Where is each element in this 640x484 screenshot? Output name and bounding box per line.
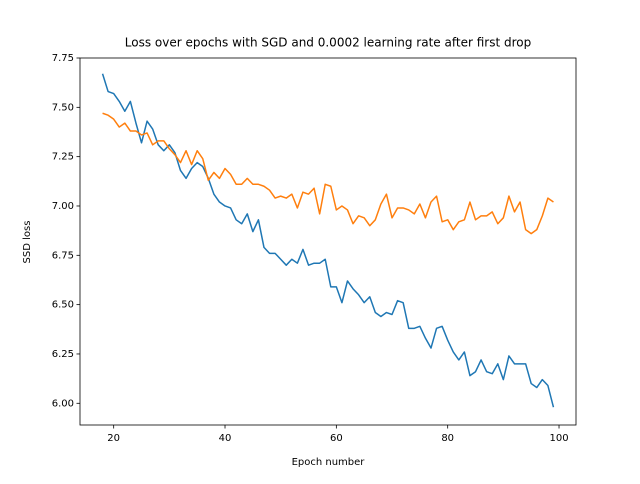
y-tick-label: 7.25 (52, 152, 74, 163)
plot-frame (79, 57, 577, 426)
line-series (102, 112, 554, 235)
chart-title: Loss over epochs with SGD and 0.0002 lea… (125, 36, 531, 50)
y-tick-label: 6.00 (52, 398, 74, 409)
y-axis-label: SSD loss (22, 221, 33, 264)
y-tick-label: 7.00 (52, 201, 74, 212)
y-tick-label: 6.50 (52, 300, 74, 311)
y-tick-label: 6.75 (52, 250, 74, 261)
line-series (101, 73, 555, 408)
y-tick-label: 7.50 (52, 102, 74, 113)
x-tick-label: 100 (549, 433, 568, 444)
x-tick-label: 40 (219, 433, 232, 444)
y-tick-label: 7.75 (52, 53, 74, 64)
x-axis-label: Epoch number (292, 457, 366, 468)
y-tick-label: 6.25 (52, 349, 74, 360)
x-tick-label: 20 (107, 433, 120, 444)
x-tick-label: 80 (441, 433, 454, 444)
x-tick-label: 60 (330, 433, 343, 444)
